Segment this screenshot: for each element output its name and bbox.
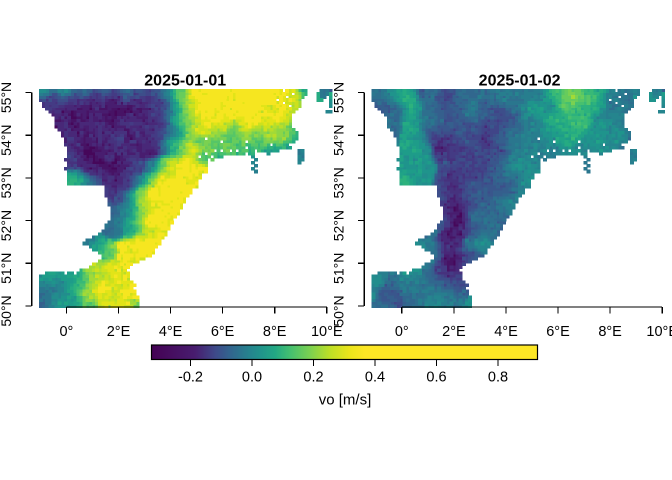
- svg-text:6°E: 6°E: [211, 324, 235, 340]
- svg-text:8°E: 8°E: [598, 324, 622, 340]
- svg-text:51°N: 51°N: [0, 253, 14, 284]
- svg-text:0.6: 0.6: [426, 370, 446, 386]
- svg-text:55°N: 55°N: [0, 82, 14, 113]
- svg-text:52°N: 52°N: [330, 210, 346, 241]
- svg-text:2°E: 2°E: [442, 324, 466, 340]
- svg-text:4°E: 4°E: [494, 324, 518, 340]
- svg-text:vo [m/s]: vo [m/s]: [319, 392, 372, 409]
- svg-text:53°N: 53°N: [0, 167, 14, 198]
- svg-text:2°E: 2°E: [107, 324, 131, 340]
- svg-text:2025-01-01: 2025-01-01: [144, 72, 226, 89]
- svg-text:54°N: 54°N: [330, 125, 346, 156]
- svg-text:8°E: 8°E: [263, 324, 287, 340]
- svg-text:4°E: 4°E: [159, 324, 183, 340]
- svg-text:0°: 0°: [59, 324, 73, 340]
- svg-text:10°E: 10°E: [646, 324, 672, 340]
- svg-text:0.2: 0.2: [303, 370, 323, 386]
- svg-text:50°N: 50°N: [0, 295, 14, 326]
- svg-text:53°N: 53°N: [330, 167, 346, 198]
- svg-text:6°E: 6°E: [546, 324, 570, 340]
- svg-text:0°: 0°: [395, 324, 409, 340]
- svg-text:0.0: 0.0: [242, 370, 262, 386]
- svg-text:2025-01-02: 2025-01-02: [479, 72, 561, 89]
- svg-text:55°N: 55°N: [330, 82, 346, 113]
- svg-text:50°N: 50°N: [330, 295, 346, 326]
- svg-text:0.4: 0.4: [365, 370, 385, 386]
- svg-text:0.8: 0.8: [488, 370, 508, 386]
- svg-text:-0.2: -0.2: [178, 370, 203, 386]
- svg-text:54°N: 54°N: [0, 125, 14, 156]
- svg-text:52°N: 52°N: [0, 210, 14, 241]
- svg-text:10°E: 10°E: [311, 324, 343, 340]
- svg-text:51°N: 51°N: [330, 253, 346, 284]
